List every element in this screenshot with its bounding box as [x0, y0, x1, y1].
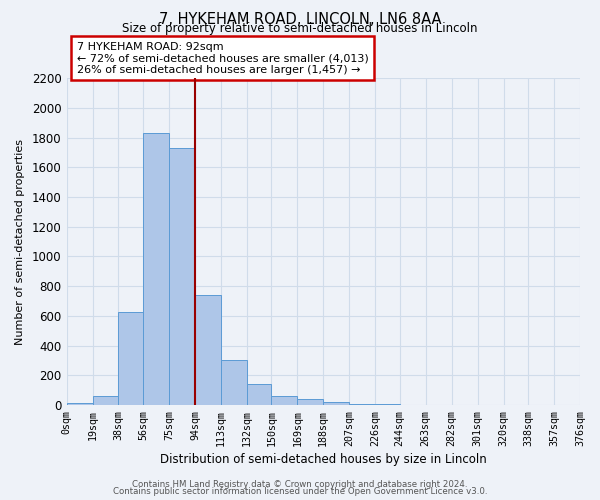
Bar [221, 360, 247, 405]
Bar [247, 384, 271, 405]
Bar [92, 396, 118, 405]
Text: Contains public sector information licensed under the Open Government Licence v3: Contains public sector information licen… [113, 487, 487, 496]
X-axis label: Distribution of semi-detached houses by size in Lincoln: Distribution of semi-detached houses by … [160, 453, 487, 466]
Bar [271, 396, 298, 405]
Bar [298, 399, 323, 405]
Bar [323, 402, 349, 405]
Text: 7 HYKEHAM ROAD: 92sqm
← 72% of semi-detached houses are smaller (4,013)
26% of s: 7 HYKEHAM ROAD: 92sqm ← 72% of semi-deta… [77, 42, 368, 75]
Bar [143, 133, 169, 405]
Text: 7, HYKEHAM ROAD, LINCOLN, LN6 8AA: 7, HYKEHAM ROAD, LINCOLN, LN6 8AA [159, 12, 441, 26]
Bar [195, 295, 221, 405]
Bar [349, 404, 375, 405]
Bar [375, 404, 400, 405]
Bar [169, 148, 195, 405]
Text: Contains HM Land Registry data © Crown copyright and database right 2024.: Contains HM Land Registry data © Crown c… [132, 480, 468, 489]
Bar [118, 312, 143, 405]
Text: Size of property relative to semi-detached houses in Lincoln: Size of property relative to semi-detach… [122, 22, 478, 35]
Y-axis label: Number of semi-detached properties: Number of semi-detached properties [15, 138, 25, 344]
Bar [67, 403, 92, 405]
